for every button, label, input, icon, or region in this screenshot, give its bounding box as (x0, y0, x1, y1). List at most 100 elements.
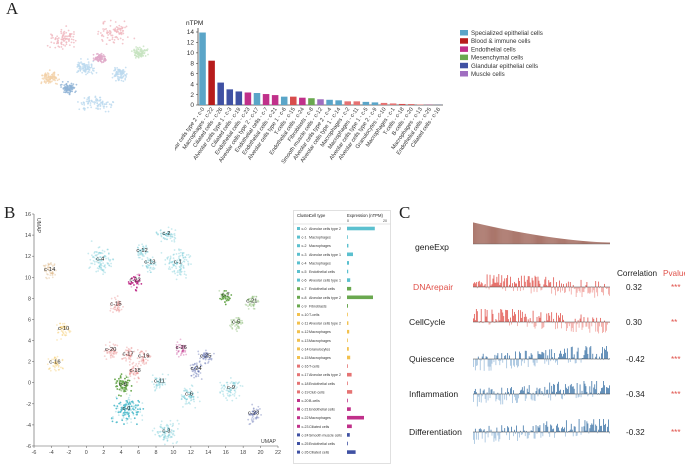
thumbnail-point (57, 39, 60, 42)
umap-point (177, 349, 180, 352)
score-bar (534, 322, 536, 329)
thumbnail-point (101, 58, 104, 60)
score-bar (574, 426, 576, 432)
thumbnail-point (121, 70, 124, 73)
umap-point (112, 258, 115, 261)
umap-point (232, 382, 235, 384)
thumbnail-point (139, 55, 142, 58)
umap-point (172, 422, 174, 425)
score-bar (602, 387, 603, 394)
umap-point (218, 289, 221, 292)
score-bar (520, 359, 522, 366)
thumbnail-point (114, 30, 117, 32)
thumbnail-point (67, 29, 70, 32)
umap-point (155, 384, 158, 387)
umap-point (238, 317, 241, 320)
thumbnail-point (116, 73, 119, 76)
umap-point (251, 419, 253, 422)
score-bar (556, 391, 557, 394)
score-bar (598, 281, 600, 287)
thumbnail-point (117, 77, 119, 80)
umap-point (236, 325, 239, 328)
score-bar (547, 426, 549, 432)
score-bar (495, 319, 497, 322)
umap-point (137, 376, 140, 379)
row-cell-type: Alveolar cells type 1 (309, 253, 341, 257)
score-bar (578, 287, 580, 291)
score-bar (538, 389, 540, 394)
umap-point (183, 273, 186, 276)
umap-point (153, 427, 156, 430)
gene-exp-bar (475, 223, 477, 244)
umap-point (163, 431, 166, 434)
umap-point (98, 259, 101, 262)
umap-point (61, 322, 64, 325)
umap-point (142, 407, 145, 410)
umap-point (151, 380, 154, 383)
gene-exp-bar (518, 232, 520, 244)
legend-swatch (460, 62, 468, 69)
umap-point (142, 353, 145, 356)
score-bar (509, 284, 510, 287)
thumbnail-point (44, 77, 47, 80)
score-bar (512, 394, 513, 404)
umap-point (230, 323, 233, 326)
x-axis-title: UMAP (261, 439, 277, 445)
score-bar (479, 428, 481, 432)
umap-point (167, 434, 170, 437)
umap-point (178, 271, 180, 274)
legend-label: Endothelial cells (471, 46, 516, 53)
bar (398, 103, 406, 105)
score-bar (569, 322, 571, 324)
umap-point (59, 366, 62, 369)
umap-point (205, 349, 207, 352)
score-bar (518, 432, 520, 438)
score-bar (601, 287, 602, 293)
bar (362, 101, 370, 105)
umap-point (146, 263, 149, 266)
umap-point (251, 297, 253, 299)
umap-point (176, 347, 179, 350)
cluster-label: c-13 (144, 260, 155, 266)
umap-point (257, 416, 260, 419)
gene-exp-bar (514, 231, 515, 244)
umap-point (192, 368, 195, 371)
umap-point (174, 272, 176, 275)
umap-point (53, 361, 56, 364)
umap-point (126, 401, 129, 404)
score-bar (480, 359, 482, 361)
thumbnail-point (100, 52, 103, 55)
umap-point (144, 252, 147, 255)
umap-point (107, 257, 110, 260)
umap-point (181, 251, 184, 254)
thumbnail-point (97, 33, 99, 35)
umap-point (237, 317, 240, 320)
umap-point (178, 265, 181, 268)
umap-point (170, 261, 173, 263)
umap-point (57, 331, 60, 334)
umap-point (254, 410, 257, 413)
umap-point (142, 352, 145, 355)
score-bar (513, 390, 514, 394)
umap-point (129, 409, 132, 412)
umap-point (173, 264, 176, 266)
umap-point (234, 325, 236, 327)
score-bar (601, 425, 602, 432)
row-cluster: c-22 (302, 416, 309, 420)
umap-point (119, 388, 122, 391)
umap-point (221, 386, 224, 389)
score-bar (567, 431, 569, 432)
umap-point (156, 431, 159, 433)
gene-exp-bar (592, 241, 594, 244)
umap-point (176, 262, 178, 265)
cluster-label: c-17 (122, 351, 133, 357)
umap-point (61, 330, 64, 333)
score-bar (483, 359, 485, 371)
score-bar (478, 429, 480, 432)
umap-point (132, 405, 135, 408)
umap-point (139, 251, 142, 254)
score-bar (607, 322, 608, 325)
score-bar (599, 322, 601, 327)
gene-exp-bar (572, 240, 574, 244)
score-bar (544, 279, 546, 287)
